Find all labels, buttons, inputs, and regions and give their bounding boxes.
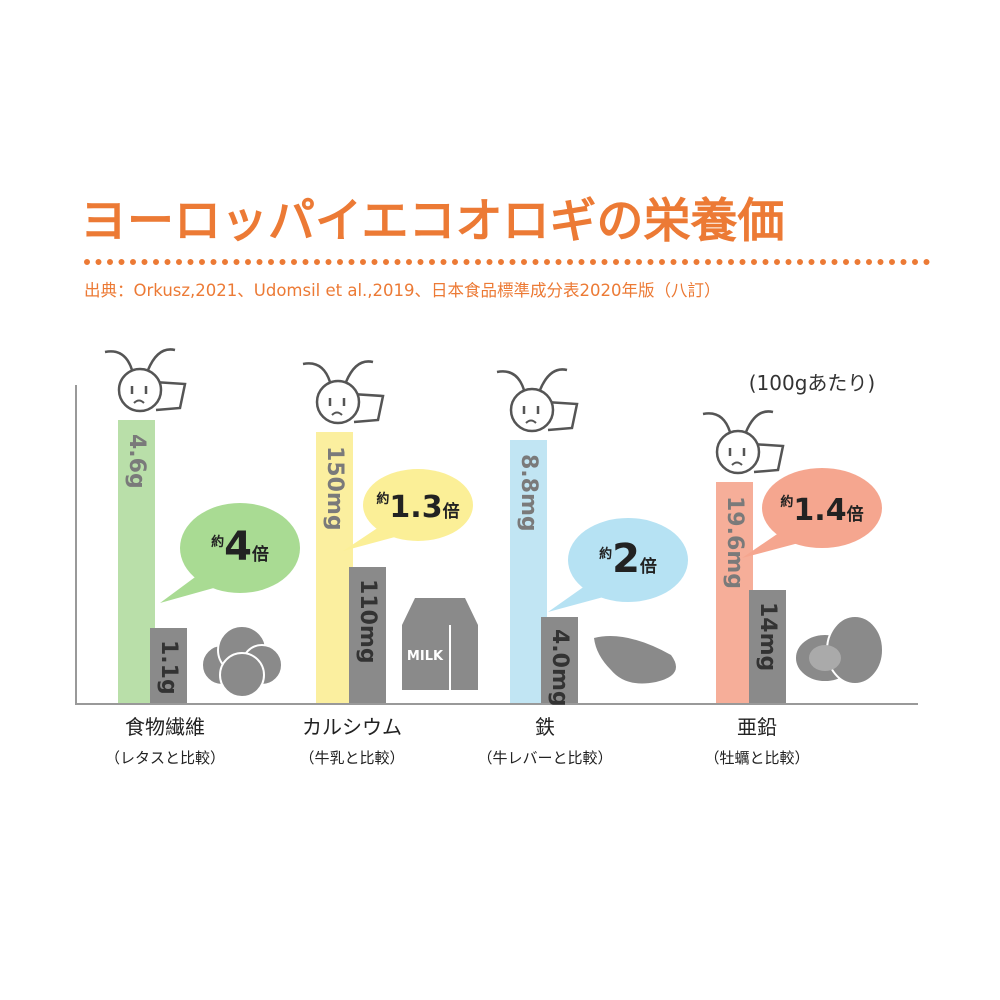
ratio-number: 1.4 — [793, 493, 846, 528]
cricket-value: 4.6g — [124, 434, 149, 489]
antenna — [302, 362, 332, 383]
head — [715, 429, 761, 475]
head — [509, 387, 555, 433]
ratio-suffix: 倍 — [252, 544, 269, 565]
comparison-bar — [541, 617, 578, 703]
ratio-number: 1.3 — [389, 490, 442, 525]
cricket-icon — [104, 348, 187, 413]
category-compare: （牡蠣と比較） — [704, 749, 809, 767]
category-compare: （牛レバーと比較） — [477, 749, 612, 767]
antenna — [538, 368, 568, 391]
bubble — [363, 469, 473, 541]
antenna — [702, 412, 732, 433]
cricket-bar — [316, 432, 353, 703]
ratio-label: 約2倍 — [599, 536, 657, 582]
cricket-value: 8.8mg — [516, 454, 541, 532]
category-name: 食物繊維 — [125, 715, 205, 739]
unit-note: (100gあたり) — [749, 371, 875, 395]
mouth — [731, 461, 743, 466]
bubble — [180, 503, 300, 593]
ratio-suffix: 倍 — [443, 501, 460, 522]
category-compare: （牛乳と比較） — [299, 749, 404, 767]
cricket-bar — [510, 440, 547, 703]
ratio-prefix: 約 — [780, 494, 793, 510]
ratio-number: 4 — [224, 524, 252, 570]
comparison-value: 110mg — [355, 579, 380, 664]
cricket-value: 19.6mg — [722, 496, 747, 589]
cricket-icon — [302, 360, 385, 425]
title: ヨーロッパイエコオロギの栄養価 — [80, 194, 785, 249]
ratio-number: 2 — [612, 536, 640, 582]
head — [315, 379, 361, 425]
antenna — [744, 410, 774, 433]
cricket-icon — [496, 368, 579, 433]
ratio-prefix: 約 — [211, 534, 224, 550]
ratio-prefix: 約 — [599, 546, 612, 562]
ratio-label: 約4倍 — [211, 524, 269, 570]
ratio-label: 約1.4倍 — [780, 493, 863, 528]
antenna — [344, 360, 374, 383]
comparison-value: 4.0mg — [547, 629, 572, 707]
bubble — [568, 518, 688, 602]
ratio-suffix: 倍 — [640, 556, 657, 577]
head — [117, 367, 163, 413]
ratio-suffix: 倍 — [847, 504, 864, 525]
mouth — [331, 411, 343, 416]
comparison-value: 1.1g — [156, 640, 181, 695]
bubble — [762, 468, 882, 548]
category-name: 鉄 — [535, 715, 555, 739]
antenna — [146, 348, 176, 371]
liver-icon — [594, 636, 676, 684]
antenna — [496, 370, 526, 391]
cricket-icon — [702, 410, 785, 475]
category-compare: （レタスと比較） — [105, 749, 225, 767]
source: 出典：Orkusz,2021、Udomsil et al.,2019、日本食品標… — [84, 281, 721, 300]
ratio-prefix: 約 — [376, 491, 389, 507]
comparison-value: 14mg — [755, 602, 780, 671]
milk-icon-text: MILK — [407, 649, 444, 664]
milk-icon — [402, 598, 478, 690]
cricket-bar — [118, 420, 155, 703]
comparison-bar — [150, 628, 187, 703]
oyster-icon — [809, 645, 841, 671]
category-name: 亜鉛 — [737, 715, 777, 739]
antenna — [104, 350, 134, 371]
mouth — [133, 399, 145, 404]
ratio-label: 約1.3倍 — [376, 490, 459, 525]
comparison-bar — [349, 567, 386, 703]
lettuce-icon — [219, 652, 265, 698]
comparison-bar — [749, 590, 786, 703]
category-name: カルシウム — [302, 715, 402, 739]
mouth — [525, 419, 537, 424]
cricket-bar — [716, 482, 753, 703]
cricket-value: 150mg — [322, 446, 347, 531]
